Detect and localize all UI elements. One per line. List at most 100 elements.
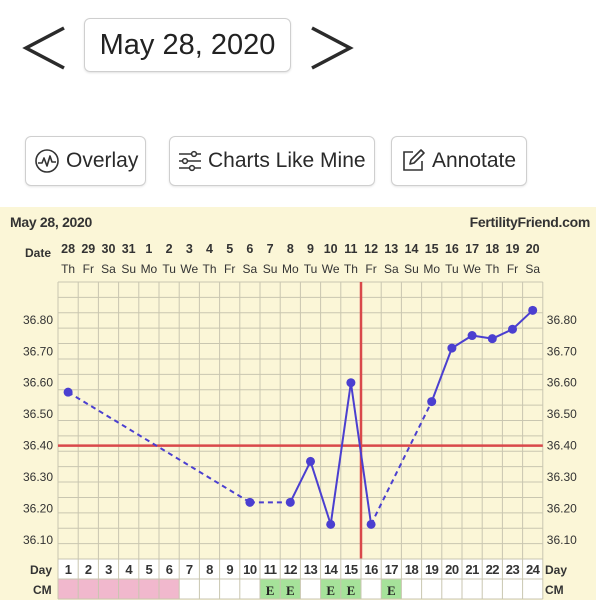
- day-label: 15: [344, 562, 358, 577]
- weekday-label: We: [322, 262, 340, 276]
- temperature-line-dashed: [370, 401, 433, 525]
- weekday-label: Mo: [423, 262, 440, 276]
- overlay-button[interactable]: Overlay: [25, 136, 146, 186]
- day-label: 5: [146, 562, 153, 577]
- date-label: 4: [206, 242, 213, 256]
- date-label: 18: [485, 242, 499, 256]
- day-label: 16: [364, 562, 378, 577]
- cm-cell: [280, 579, 301, 599]
- cm-cell: [340, 579, 361, 599]
- next-date-button[interactable]: [306, 22, 358, 74]
- weekday-label: Fr: [365, 262, 376, 276]
- y-tick-label-left: 36.60: [23, 376, 53, 390]
- day-label: 6: [166, 562, 173, 577]
- chevron-left-icon: [22, 26, 65, 70]
- charts-like-mine-button[interactable]: Charts Like Mine: [169, 136, 375, 186]
- weekday-label: Th: [202, 262, 216, 276]
- cm-cell: [320, 579, 341, 599]
- day-label: 23: [506, 562, 520, 577]
- temperature-point: [487, 334, 497, 344]
- y-tick-label-right: 36.80: [547, 313, 577, 327]
- annotate-button[interactable]: Annotate: [391, 136, 527, 186]
- weekday-label: Sa: [101, 262, 116, 276]
- temperature-line: [309, 461, 332, 525]
- date-label: 5: [226, 242, 233, 256]
- cm-cell: [78, 579, 99, 599]
- date-label: 1: [145, 242, 152, 256]
- cm-code: E: [286, 583, 295, 598]
- day-row-label-right: Day: [545, 563, 567, 577]
- date-label: 3: [186, 242, 193, 256]
- day-label: 1: [65, 562, 72, 577]
- y-tick-label-right: 36.30: [547, 470, 577, 484]
- day-label: 8: [206, 562, 213, 577]
- temperature-point: [306, 456, 315, 466]
- temperature-line: [349, 382, 373, 525]
- cm-cell: [138, 579, 159, 599]
- day-label: 13: [304, 562, 318, 577]
- date-label: 12: [364, 242, 378, 256]
- date-label: 29: [81, 242, 95, 256]
- y-tick-label-right: 36.20: [547, 502, 577, 516]
- cm-row-label-right: CM: [545, 583, 564, 597]
- day-label: 2: [85, 562, 92, 577]
- weekday-label: We: [180, 262, 198, 276]
- temperature-point: [326, 519, 336, 529]
- temperature-line: [511, 309, 534, 330]
- cm-code: E: [266, 583, 275, 598]
- y-tick-label-right: 36.40: [547, 439, 577, 453]
- date-label: 13: [384, 242, 398, 256]
- weekday-label: Fr: [83, 262, 94, 276]
- date-label: 14: [405, 242, 419, 256]
- date-label: 6: [246, 242, 253, 256]
- date-label: 31: [122, 242, 136, 256]
- edit-icon: [400, 148, 426, 174]
- temperature-line: [430, 347, 453, 402]
- weekday-label: We: [463, 262, 481, 276]
- brand-label: FertilityFriend.com: [470, 214, 590, 230]
- y-tick-label-left: 36.40: [23, 439, 53, 453]
- temperature-point: [366, 519, 376, 529]
- temperature-point: [528, 305, 538, 315]
- date-label: 30: [102, 242, 116, 256]
- overlay-label: Overlay: [66, 149, 139, 172]
- day-label: 19: [425, 562, 439, 577]
- weekday-label: Fr: [507, 262, 518, 276]
- y-tick-label-left: 36.70: [23, 344, 53, 358]
- cm-cell: [118, 579, 139, 599]
- temperature-point: [467, 331, 477, 341]
- temperature-point: [63, 387, 73, 397]
- weekday-label: Su: [404, 262, 419, 276]
- weekday-label: Th: [485, 262, 499, 276]
- y-tick-label-right: 36.60: [547, 376, 577, 390]
- date-label: 17: [465, 242, 479, 256]
- weekday-label: Sa: [384, 262, 399, 276]
- weekday-label: Mo: [141, 262, 158, 276]
- prev-date-button[interactable]: [18, 22, 70, 74]
- date-label: 28: [61, 242, 75, 256]
- day-label: 4: [125, 562, 133, 577]
- weekday-label: Sa: [243, 262, 258, 276]
- date-label: 15: [425, 242, 439, 256]
- date-row-label: Date: [25, 246, 51, 260]
- temperature-line: [329, 382, 352, 525]
- chart-background: [0, 207, 596, 600]
- weekday-label: Tu: [445, 262, 459, 276]
- day-label: 22: [486, 562, 500, 577]
- day-label: 7: [186, 562, 193, 577]
- cm-cell: [98, 579, 119, 599]
- chevron-right-icon: [311, 26, 354, 70]
- day-label: 14: [324, 562, 339, 577]
- current-date-field[interactable]: May 28, 2020: [84, 18, 291, 72]
- cm-cell: [381, 579, 402, 599]
- temperature-point: [508, 324, 517, 334]
- y-tick-label-left: 36.20: [23, 502, 53, 516]
- weekday-label: Th: [344, 262, 358, 276]
- sliders-icon: [178, 150, 202, 172]
- cm-cell: [58, 579, 79, 599]
- y-tick-label-left: 36.80: [23, 313, 53, 327]
- y-tick-label-left: 36.30: [23, 470, 53, 484]
- annotate-label: Annotate: [432, 149, 517, 172]
- pulse-circle-icon: [34, 148, 60, 174]
